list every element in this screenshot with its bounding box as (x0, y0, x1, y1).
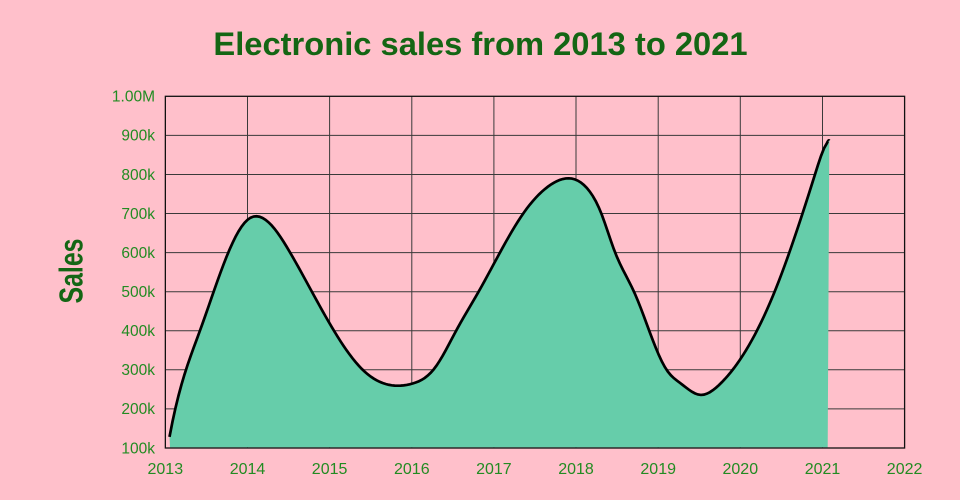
svg-text:2018: 2018 (558, 461, 594, 478)
svg-text:900k: 900k (121, 128, 155, 145)
svg-text:2022: 2022 (887, 461, 923, 478)
svg-text:2015: 2015 (312, 461, 348, 478)
svg-text:Sales: Sales (53, 239, 90, 304)
svg-text:200k: 200k (121, 401, 155, 418)
svg-text:2013: 2013 (148, 461, 184, 478)
svg-text:600k: 600k (121, 245, 155, 262)
svg-text:2017: 2017 (476, 461, 512, 478)
svg-text:100k: 100k (121, 440, 155, 457)
svg-text:2020: 2020 (723, 461, 759, 478)
svg-text:Electronic sales from 2013 to: Electronic sales from 2013 to 2021 (213, 25, 747, 62)
svg-text:2019: 2019 (640, 461, 676, 478)
svg-text:2016: 2016 (394, 461, 430, 478)
svg-text:2021: 2021 (805, 461, 841, 478)
svg-text:1.00M: 1.00M (112, 89, 155, 106)
svg-text:2014: 2014 (230, 461, 266, 478)
svg-text:700k: 700k (121, 206, 155, 223)
svg-text:300k: 300k (121, 362, 155, 379)
svg-text:500k: 500k (121, 284, 155, 301)
svg-text:800k: 800k (121, 167, 155, 184)
svg-text:400k: 400k (121, 323, 155, 340)
